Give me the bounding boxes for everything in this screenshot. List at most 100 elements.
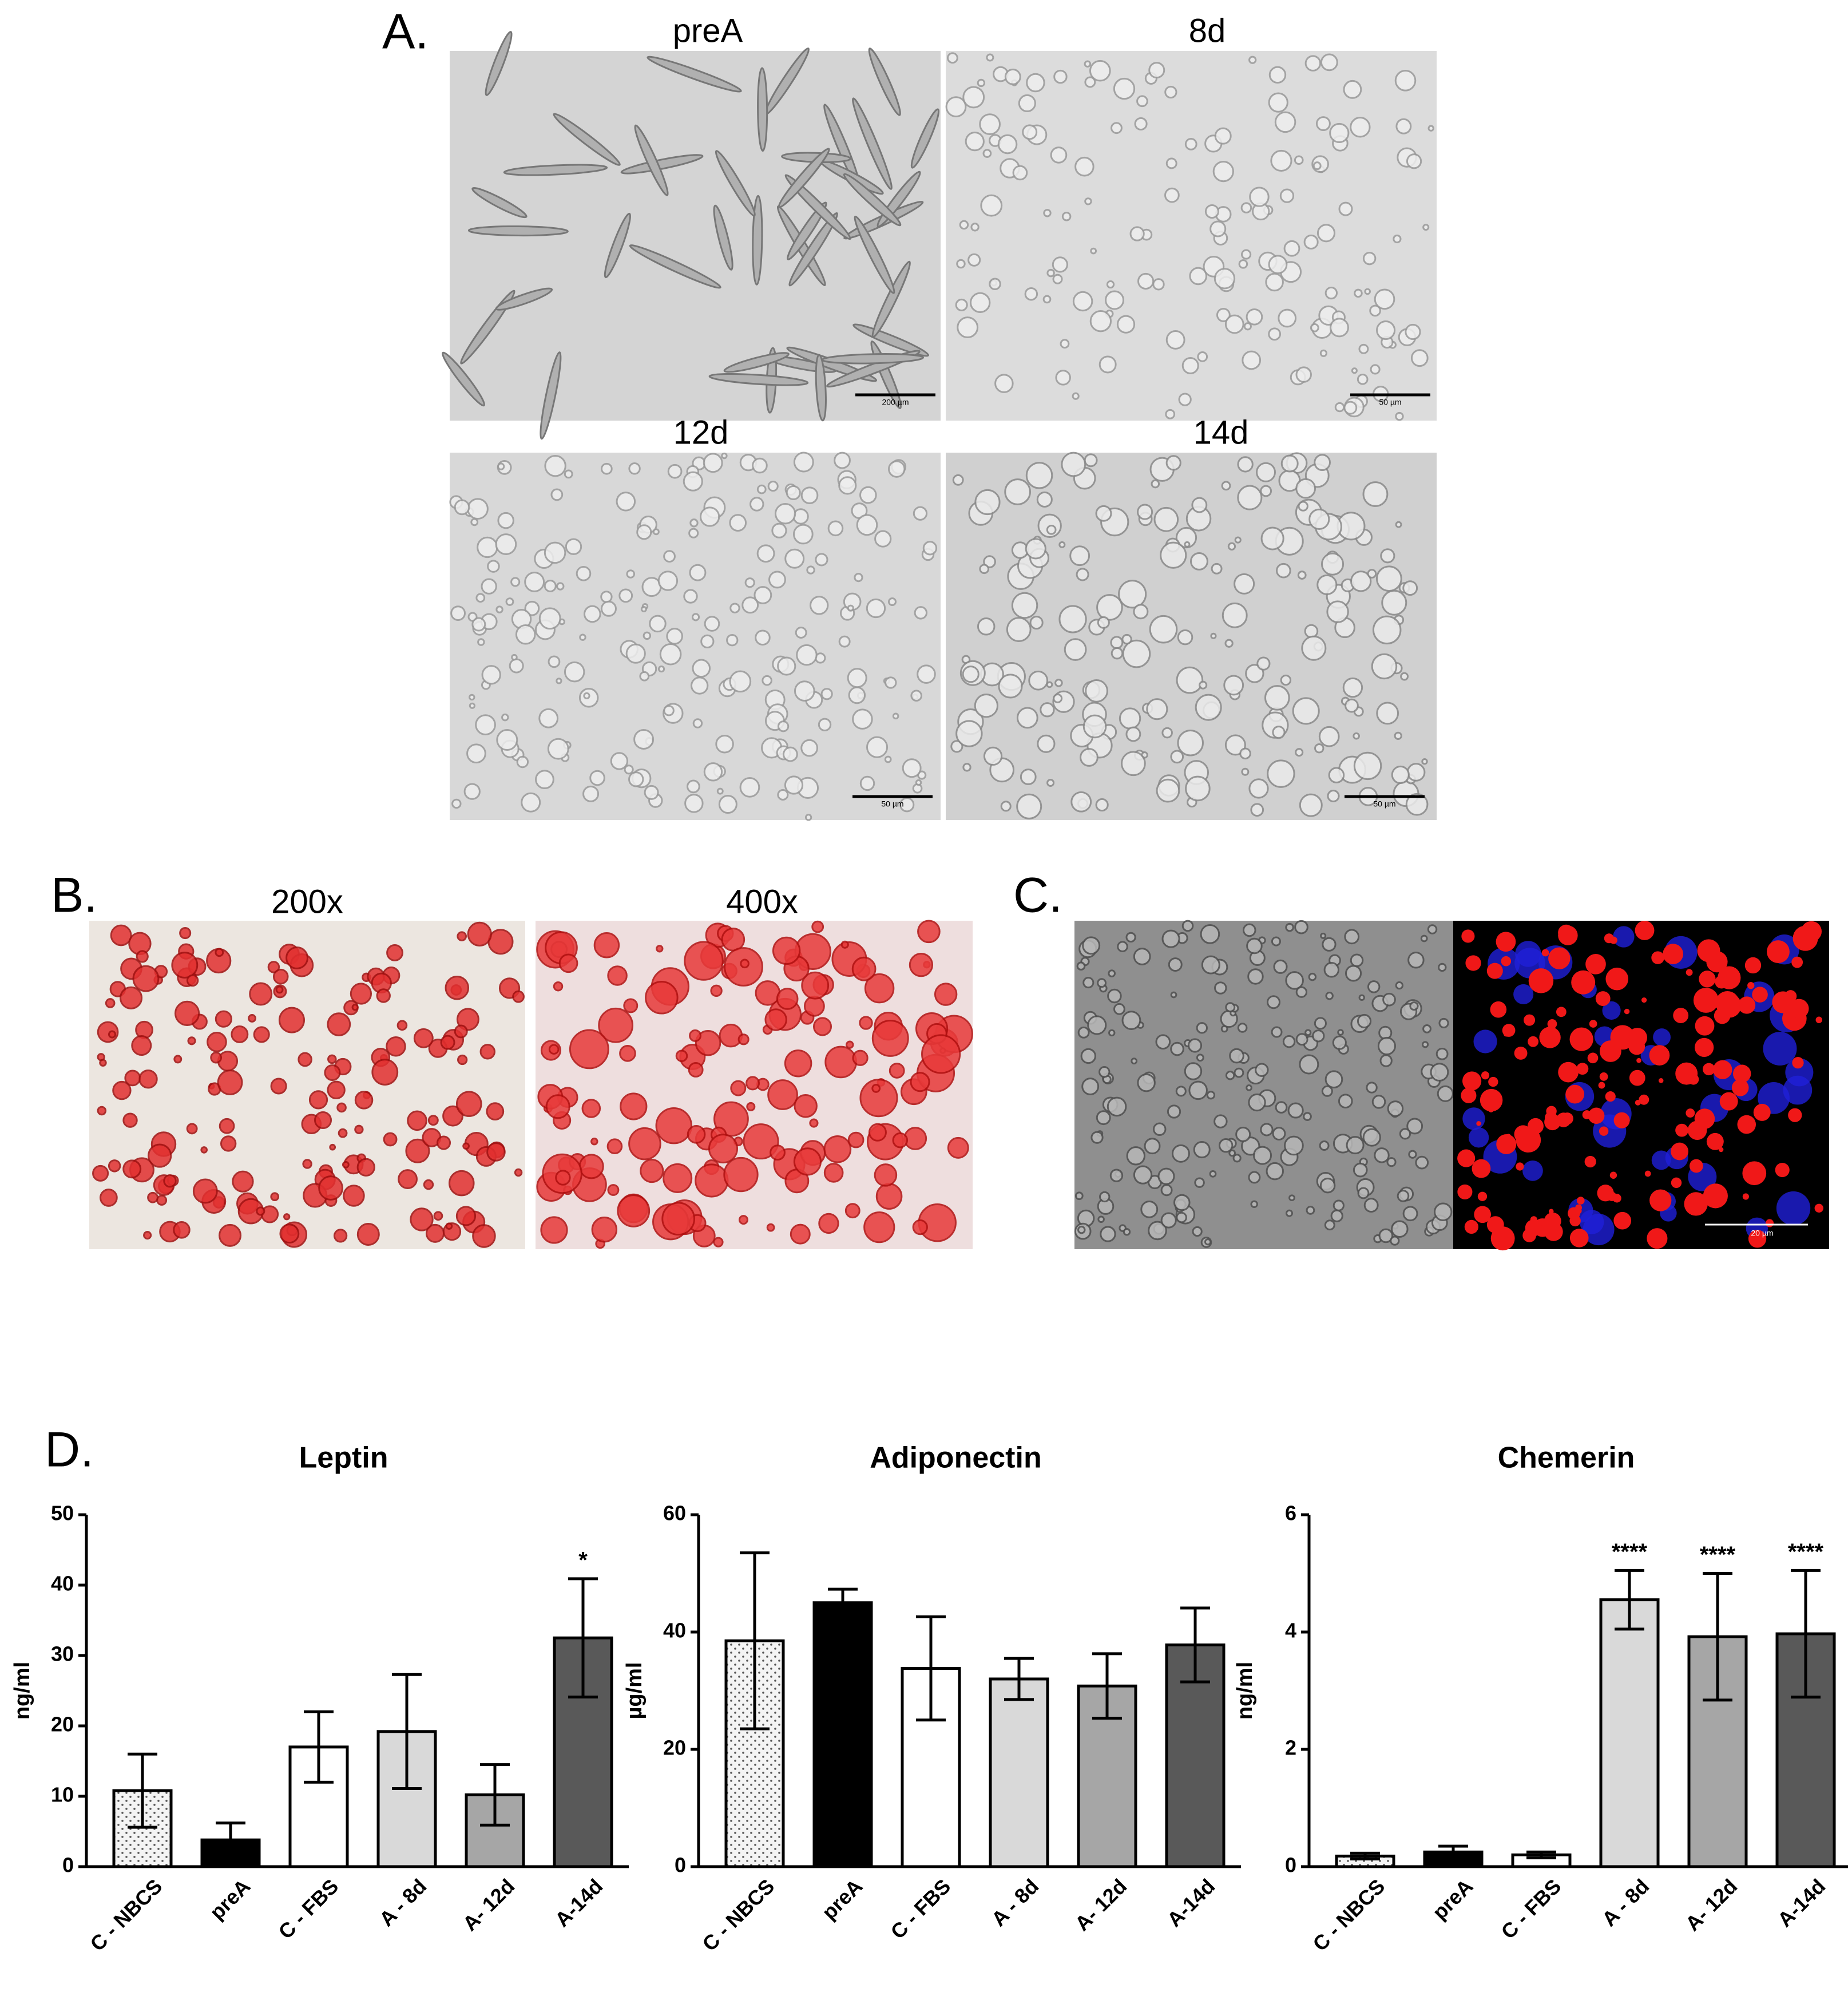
droplet	[590, 1137, 598, 1146]
droplet	[1018, 94, 1036, 113]
droplet	[1036, 491, 1053, 508]
droplet	[1152, 1122, 1167, 1136]
droplet	[1090, 1131, 1104, 1144]
droplet	[383, 1132, 398, 1147]
droplet	[1319, 1140, 1330, 1151]
droplet	[1589, 1020, 1597, 1028]
droplet	[479, 1044, 495, 1060]
droplet	[1107, 1096, 1127, 1117]
error-bar	[1615, 1569, 1644, 1631]
droplet	[442, 1105, 463, 1127]
error-bar	[740, 1551, 770, 1730]
droplet	[449, 1170, 475, 1197]
droplet	[576, 566, 592, 581]
droplet	[1225, 1071, 1235, 1080]
droplet	[892, 712, 899, 720]
droplet	[1248, 1093, 1266, 1112]
droplet	[1338, 1094, 1353, 1109]
droplet	[934, 983, 958, 1006]
droplet	[1694, 1037, 1714, 1058]
droplet	[1395, 981, 1403, 990]
droplet	[122, 1159, 142, 1179]
y-tick-label: 40	[663, 1619, 686, 1642]
cell	[540, 351, 562, 440]
droplet	[852, 1049, 869, 1066]
droplet	[687, 1125, 706, 1144]
droplet	[1742, 1161, 1767, 1186]
droplet	[902, 758, 922, 778]
droplet	[1234, 1067, 1244, 1078]
droplet	[544, 579, 557, 592]
droplet	[487, 560, 500, 573]
droplet	[1080, 1048, 1096, 1064]
droplet	[1514, 1046, 1528, 1060]
droplet	[1227, 542, 1236, 550]
x-tick-label: C - NBCS	[1308, 1874, 1389, 1955]
droplet	[1394, 70, 1417, 92]
nucleus	[1473, 1029, 1497, 1053]
droplet	[643, 631, 652, 640]
droplet	[1299, 1054, 1319, 1075]
caption: 8d	[1189, 12, 1226, 49]
droplet	[1004, 478, 1032, 505]
droplet	[1238, 259, 1248, 269]
droplet	[1085, 679, 1108, 703]
droplet	[1211, 563, 1223, 575]
droplet	[1256, 656, 1271, 671]
droplet	[1524, 1014, 1536, 1026]
droplet	[1229, 1048, 1244, 1064]
droplet	[1152, 278, 1165, 291]
droplet	[451, 798, 462, 809]
droplet	[1346, 1136, 1365, 1155]
cell	[787, 201, 827, 260]
droplet	[710, 984, 723, 997]
droplet	[1105, 290, 1125, 310]
droplet	[538, 607, 561, 630]
droplet	[1224, 314, 1244, 334]
droplet	[343, 1185, 365, 1207]
droplet	[99, 1059, 107, 1067]
droplet	[1209, 220, 1227, 237]
x-tick-label: C - FBS	[1496, 1874, 1565, 1943]
droplet	[848, 686, 866, 704]
error-bar	[304, 1710, 334, 1784]
droplet	[691, 613, 700, 621]
droplet	[1397, 1190, 1410, 1202]
caption: 14d	[1193, 414, 1249, 451]
droplet	[1241, 767, 1250, 776]
micrographs: 200 µm 50 µm 50 µm 50 µm 20 µm	[89, 31, 1829, 1251]
droplet	[1393, 234, 1402, 244]
droplet	[1320, 932, 1327, 939]
droplet	[1320, 53, 1338, 72]
droplet	[1671, 1142, 1689, 1161]
bar	[1599, 1598, 1660, 1868]
droplet	[1353, 751, 1382, 781]
droplet	[666, 628, 683, 645]
droplet	[486, 1102, 505, 1121]
droplet	[616, 492, 636, 512]
droplet	[1501, 956, 1512, 967]
droplet	[683, 471, 703, 492]
droplet	[467, 921, 492, 946]
droplet	[703, 762, 723, 782]
droplet	[1189, 552, 1208, 571]
droplet	[1395, 521, 1402, 528]
droplet	[1097, 978, 1107, 988]
droplet	[457, 1054, 468, 1066]
droplet	[997, 134, 1018, 155]
droplet	[327, 1012, 351, 1036]
droplet	[1171, 1144, 1190, 1163]
droplet	[771, 522, 787, 538]
droplet	[793, 451, 814, 473]
droplet	[1328, 767, 1345, 783]
droplet	[917, 664, 936, 684]
droplet	[283, 1213, 291, 1221]
droplet	[1170, 1041, 1184, 1056]
droplet	[510, 577, 521, 587]
droplet	[1548, 947, 1571, 969]
droplet	[1353, 1162, 1368, 1178]
droplet	[475, 593, 486, 603]
droplet	[535, 770, 554, 790]
droplet	[1242, 350, 1262, 370]
droplet	[1299, 793, 1323, 817]
